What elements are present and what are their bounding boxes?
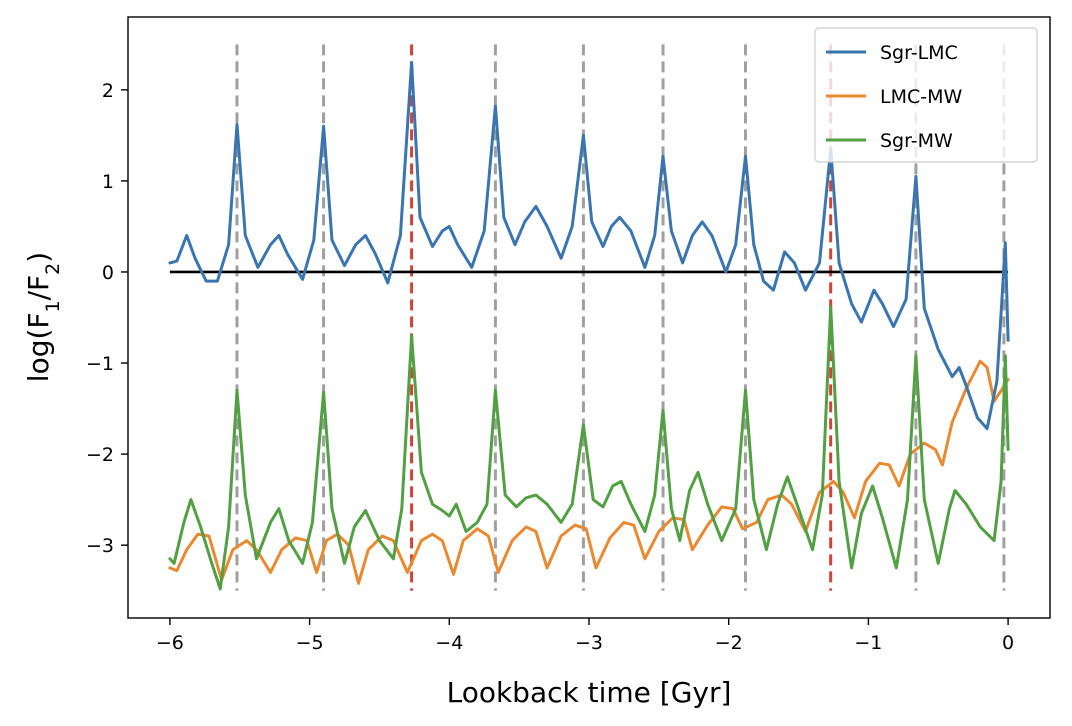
legend-label-sgr-lmc: Sgr-LMC xyxy=(880,42,958,64)
x-tick-label: −4 xyxy=(435,632,463,654)
legend: Sgr-LMC LMC-MW Sgr-MW xyxy=(814,27,1038,163)
y-tick-label: 1 xyxy=(102,171,114,193)
x-tick-label: 0 xyxy=(1002,632,1014,654)
y-axis-ticks: −3 −2 −1 0 1 2 xyxy=(86,80,128,557)
y-label-slash: /F xyxy=(22,275,55,301)
x-tick-label: −3 xyxy=(575,632,603,654)
y-axis-label: log(F1/F2) xyxy=(22,252,64,382)
y-tick-label: −1 xyxy=(86,353,114,375)
y-tick-label: 2 xyxy=(102,80,114,102)
x-tick-label: −1 xyxy=(854,632,882,654)
y-label-sub-2: 2 xyxy=(42,263,64,275)
series-line-lmc-mw xyxy=(168,359,1010,585)
y-label-close: ) xyxy=(22,252,55,263)
x-tick-label: −5 xyxy=(296,632,324,654)
series-lines xyxy=(168,61,1010,591)
legend-label-lmc-mw: LMC-MW xyxy=(880,86,962,108)
legend-box xyxy=(814,27,1038,163)
y-label-sub-1: 1 xyxy=(42,300,64,312)
series-line-sgr-lmc xyxy=(168,61,1010,431)
y-tick-label: 0 xyxy=(102,262,114,284)
y-label-prefix: log(F xyxy=(22,312,55,382)
x-axis-ticks: −6 −5 −4 −3 −2 −1 0 xyxy=(156,618,1014,654)
y-tick-label: −3 xyxy=(86,535,114,557)
y-tick-label: −2 xyxy=(86,444,114,466)
legend-label-sgr-mw: Sgr-MW xyxy=(880,130,953,152)
x-axis-label: Lookback time [Gyr] xyxy=(447,676,732,709)
x-tick-label: −6 xyxy=(156,632,184,654)
x-tick-label: −2 xyxy=(715,632,743,654)
series-line-sgr-mw xyxy=(168,305,1010,591)
